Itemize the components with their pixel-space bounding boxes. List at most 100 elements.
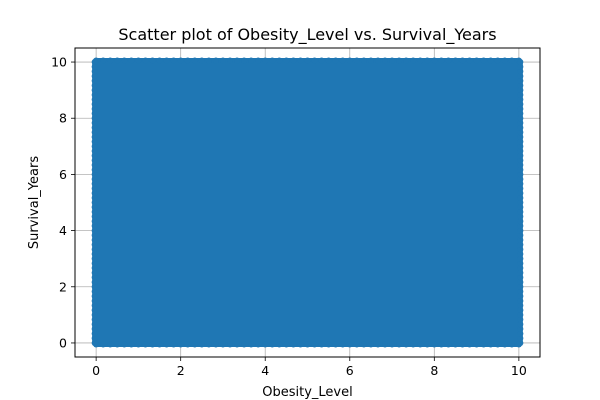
data-point [91,176,98,183]
data-point [424,57,431,64]
data-point [91,218,98,225]
data-point [91,148,98,154]
data-point [339,341,346,348]
data-point [128,341,135,348]
data-point [517,241,524,248]
data-point [508,341,515,348]
data-point [517,269,524,276]
data-point [517,311,524,318]
data-point [91,236,98,243]
data-point [177,57,184,64]
data-point [517,73,524,80]
data-point [346,57,353,64]
data-point [445,57,452,64]
data-point [91,251,98,257]
data-point [517,171,524,178]
data-point [91,96,98,103]
x-axis-label: Obesity_Level [262,385,352,400]
axes-frame [74,47,541,358]
data-point [91,152,98,159]
data-point [283,341,290,348]
data-point [107,57,114,64]
data-point [517,208,524,215]
data-point [91,279,98,286]
data-point [248,57,255,64]
data-point [91,133,98,140]
data-point [91,138,98,145]
data-point [487,57,494,64]
data-point [149,341,156,348]
data-point [517,101,524,108]
data-point [100,341,107,348]
data-point [91,255,98,262]
data-point [156,341,163,348]
data-point [487,341,494,348]
data-point [410,57,417,64]
data-point [91,293,98,300]
data-point [325,341,332,348]
data-point [91,59,98,66]
data-point [517,63,524,70]
data-point [517,293,524,300]
data-point [473,57,480,64]
data-point [517,218,524,225]
data-point [91,194,98,201]
data-point [517,119,524,126]
data-point [494,57,501,64]
data-point [517,236,524,243]
data-point [91,274,98,281]
data-point [517,91,524,98]
data-point [311,57,318,64]
data-point [184,341,191,348]
data-point [255,57,262,64]
data-point [91,115,98,122]
data-point [452,57,459,64]
data-point [360,341,367,348]
data-point [142,341,149,348]
data-point [318,341,325,348]
data-point [417,341,424,348]
data-point [517,110,524,117]
data-point [91,232,98,239]
data-point [91,91,98,98]
data-point [91,339,98,346]
data-point [100,57,107,64]
data-point [339,57,346,64]
data-point [517,222,524,229]
data-point [91,213,98,220]
data-point [91,157,98,164]
data-point [255,341,262,348]
data-point [517,143,524,150]
point-cloud [92,58,523,347]
y-tick-label: 8 [59,111,67,126]
x-tick-label: 2 [177,363,185,378]
data-point [91,222,98,229]
data-point [431,57,438,64]
data-point [517,255,524,262]
data-point [517,176,524,183]
data-point [517,265,524,272]
data-point [466,341,473,348]
data-point [325,57,332,64]
data-point [121,57,128,64]
data-point [91,87,98,94]
data-point [91,124,98,131]
data-point [290,341,297,348]
data-point [452,341,459,348]
data-point [219,57,226,64]
data-point [212,57,219,64]
data-point [353,341,360,348]
data-point [311,341,318,348]
data-point [517,279,524,286]
data-point [91,208,98,215]
data-point [459,57,466,64]
data-point [517,82,524,89]
data-point [91,269,98,276]
data-point [91,260,98,267]
data-point [114,341,121,348]
data-point [508,57,515,64]
data-point [91,105,98,112]
data-point [135,341,142,348]
